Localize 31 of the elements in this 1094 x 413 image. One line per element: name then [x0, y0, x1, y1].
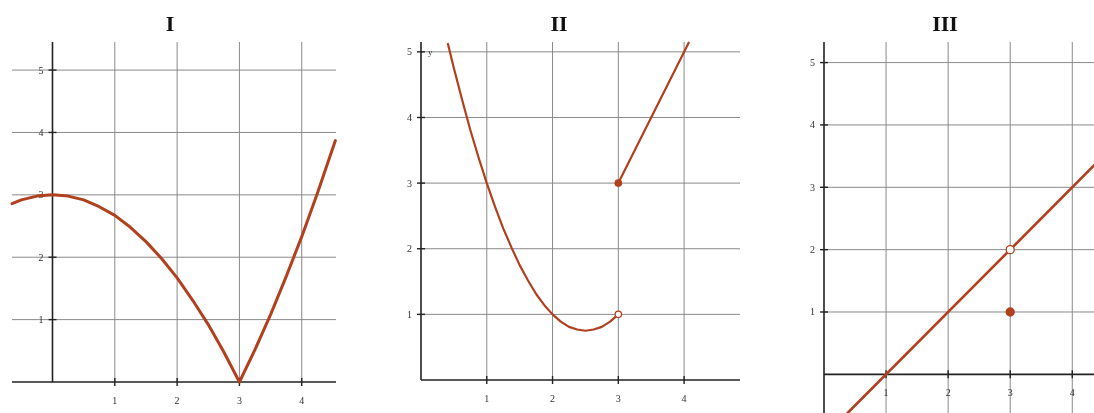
y-tick-label: 1: [407, 308, 412, 320]
x-tick-label: 4: [1069, 387, 1075, 399]
x-tick-label: 4: [681, 393, 687, 404]
x-tick-label: 2: [945, 387, 951, 399]
y-tick-label: 4: [810, 119, 815, 131]
y-axis-title: y: [428, 47, 433, 57]
x-tick-label: 3: [1007, 387, 1013, 399]
y-tick-label: 2: [810, 244, 815, 256]
chart-title: II: [550, 11, 568, 36]
line-series: [10, 139, 337, 384]
x-tick-label: 3: [236, 395, 242, 406]
x-tick-label: 2: [174, 395, 180, 406]
y-tick-label: 5: [810, 57, 815, 69]
x-tick-label: 1: [112, 395, 118, 406]
y-tick-label: 3: [407, 177, 412, 189]
y-tick-label: 1: [38, 314, 44, 326]
chart-title: III: [932, 11, 958, 36]
y-tick-label: 2: [38, 251, 44, 263]
x-tick-label: 3: [615, 393, 621, 404]
x-tick-label: 2: [550, 393, 556, 404]
y-tick-label: 5: [38, 64, 44, 76]
x-tick-label: 4: [299, 395, 305, 406]
y-tick-label: 2: [407, 243, 412, 255]
x-tick-label: 1: [484, 393, 490, 404]
x-tick-label: 1: [883, 387, 889, 399]
y-tick-label: 4: [38, 126, 44, 138]
y-tick-label: 5: [407, 46, 412, 58]
chart-title: I: [165, 11, 175, 36]
y-tick-label: 4: [407, 111, 412, 123]
y-tick-label: 1: [810, 306, 815, 318]
y-tick-label: 3: [810, 181, 815, 193]
